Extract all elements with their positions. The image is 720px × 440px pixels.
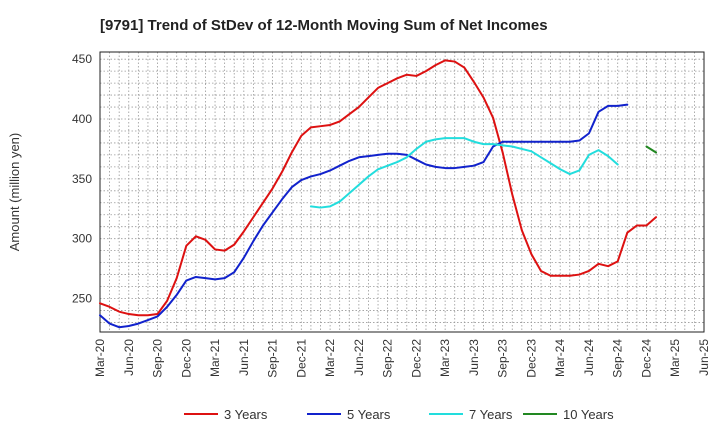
legend: 3 Years 5 Years 7 Years 10 Years — [184, 407, 614, 422]
x-tick-label: Dec-24 — [639, 339, 653, 378]
series-line-10-years — [645, 145, 658, 154]
y-tick-label: 400 — [72, 112, 92, 126]
x-tick-label: Mar-21 — [208, 339, 222, 377]
x-tick-label: Sep-24 — [611, 339, 625, 378]
x-tick-label: Dec-23 — [524, 339, 538, 378]
x-tick-label: Sep-20 — [151, 339, 165, 378]
legend-label: 7 Years — [469, 407, 513, 422]
x-tick-label: Jun-21 — [237, 339, 251, 376]
series-line-3-years — [99, 59, 658, 317]
y-tick-label: 300 — [72, 232, 92, 246]
x-tick-label: Mar-20 — [93, 339, 107, 377]
x-tick-label: Sep-21 — [266, 339, 280, 378]
x-tick-label: Jun-23 — [467, 339, 481, 376]
y-tick-label: 350 — [72, 172, 92, 186]
x-tick-label: Mar-25 — [668, 339, 682, 377]
plot-area — [99, 51, 705, 333]
x-tick-label: Dec-20 — [179, 339, 193, 378]
grid-lines — [100, 52, 704, 332]
x-tick-label: Dec-21 — [294, 339, 308, 378]
y-tick-label: 250 — [72, 291, 92, 305]
x-tick-label: Jun-20 — [122, 339, 136, 376]
y-axis-label: Amount (million yen) — [7, 133, 22, 252]
x-tick-label: Mar-23 — [438, 339, 452, 377]
x-tick-label: Jun-25 — [697, 339, 711, 376]
x-tick-label: Sep-23 — [496, 339, 510, 378]
x-tick-label: Jun-24 — [582, 339, 596, 376]
y-tick-labels: 250 300 350 400 450 — [72, 52, 92, 305]
series-lines — [99, 59, 658, 329]
x-tick-label: Dec-22 — [409, 339, 423, 378]
x-tick-label: Sep-22 — [381, 339, 395, 378]
x-tick-label: Jun-22 — [352, 339, 366, 376]
x-tick-label: Mar-22 — [323, 339, 337, 377]
series-line-5-years — [99, 103, 629, 329]
series-line-7-years — [309, 137, 619, 209]
x-tick-labels: Mar-20 Jun-20 Sep-20 Dec-20 Mar-21 Jun-21 Sep-… — [93, 339, 711, 378]
legend-label: 10 Years — [563, 407, 614, 422]
legend-label: 3 Years — [224, 407, 268, 422]
legend-label: 5 Years — [347, 407, 391, 422]
x-tick-label: Mar-24 — [553, 339, 567, 377]
y-tick-label: 450 — [72, 52, 92, 66]
chart-title: [9791] Trend of StDev of 12-Month Moving… — [100, 17, 548, 34]
